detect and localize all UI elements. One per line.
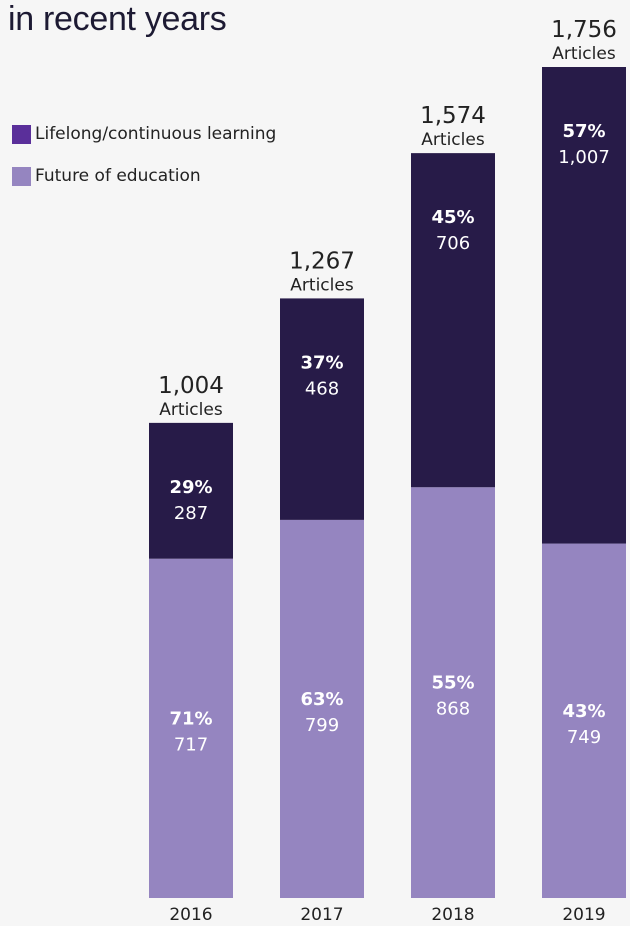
lifelong-count-label-2017: 468 <box>305 378 339 399</box>
chart-title-line2: in recent years <box>8 0 227 38</box>
future-percent-label-2019: 43% <box>562 701 605 722</box>
bar-future-2017 <box>280 519 364 898</box>
future-count-label-2016: 717 <box>174 734 208 755</box>
x-tick-label-2017: 2017 <box>300 905 343 925</box>
bar-future-2016 <box>149 558 233 898</box>
total-unit-label-2016: Articles <box>159 400 223 420</box>
bar-lifelong-2016 <box>149 422 233 559</box>
lifelong-percent-label-2019: 57% <box>562 121 605 142</box>
future-percent-label-2018: 55% <box>431 673 474 694</box>
future-count-label-2019: 749 <box>567 727 601 748</box>
total-label-2019: 1,756 <box>551 17 617 43</box>
future-count-label-2018: 868 <box>436 699 470 720</box>
legend-swatch-future <box>12 166 31 186</box>
total-unit-label-2019: Articles <box>552 44 616 64</box>
total-unit-label-2017: Articles <box>290 275 354 295</box>
lifelong-count-label-2019: 1,007 <box>558 147 610 168</box>
bar-future-2019 <box>542 543 626 898</box>
total-unit-label-2018: Articles <box>421 130 485 150</box>
lifelong-count-label-2018: 706 <box>436 233 470 254</box>
x-tick-label-2019: 2019 <box>562 905 605 925</box>
x-tick-label-2016: 2016 <box>169 905 212 925</box>
future-percent-label-2016: 71% <box>169 708 212 729</box>
legend-item-lifelong: Lifelong/continuous learning <box>12 124 276 144</box>
bar-lifelong-2018 <box>411 153 495 488</box>
lifelong-percent-label-2018: 45% <box>431 207 474 228</box>
future-count-label-2017: 799 <box>305 715 339 736</box>
legend-label-lifelong: Lifelong/continuous learning <box>35 124 277 144</box>
legend-label-future: Future of education <box>35 166 201 186</box>
lifelong-percent-label-2016: 29% <box>169 477 212 498</box>
chart-title: in recent years <box>8 2 227 36</box>
future-percent-label-2017: 63% <box>300 689 343 710</box>
total-label-2017: 1,267 <box>289 248 355 274</box>
bar-lifelong-2019 <box>542 67 626 544</box>
x-tick-label-2018: 2018 <box>431 905 474 925</box>
bar-lifelong-2017 <box>280 298 364 520</box>
legend: Lifelong/continuous learning Future of e… <box>12 124 276 208</box>
bar-future-2018 <box>411 487 495 898</box>
total-label-2016: 1,004 <box>158 373 224 399</box>
lifelong-count-label-2016: 287 <box>174 503 208 524</box>
lifelong-percent-label-2017: 37% <box>300 352 343 373</box>
legend-item-future: Future of education <box>12 166 276 186</box>
legend-swatch-lifelong <box>12 124 31 144</box>
total-label-2018: 1,574 <box>420 103 486 129</box>
